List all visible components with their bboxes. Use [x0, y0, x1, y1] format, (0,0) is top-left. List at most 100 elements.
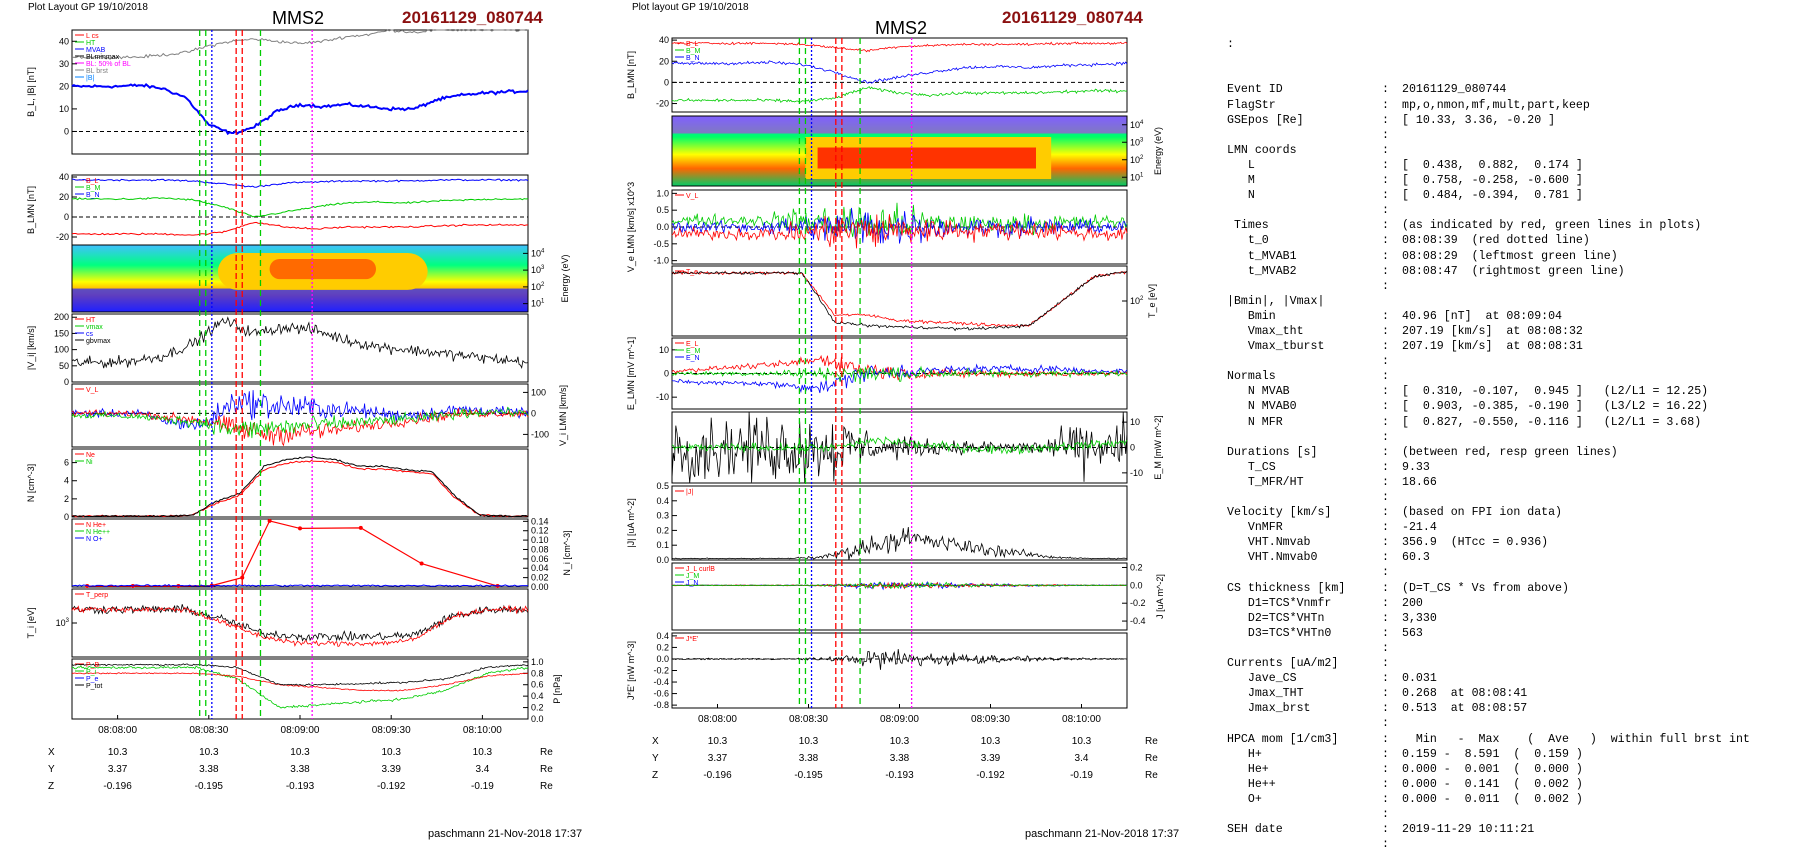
- summary-key: N: [1227, 189, 1255, 203]
- summary-colon: :: [1382, 445, 1389, 459]
- y-tick-label: 0.2: [1130, 562, 1143, 572]
- summary-row: N MVAB: [ 0.310, -0.107, 0.945 ] (L2/L1 =…: [1227, 384, 1797, 399]
- x-tick-label: 08:09:00: [880, 714, 919, 725]
- summary-row: Jave_CS:0.031: [1227, 671, 1797, 686]
- ephemeris-value: 3.39: [981, 753, 1001, 764]
- ephemeris-label: Y: [48, 764, 55, 775]
- y-tick-exponent: 3: [1140, 137, 1144, 143]
- panel-J: [671, 485, 1128, 561]
- summary-row: t_MVAB2:08:08:47 (rightmost green line): [1227, 264, 1797, 279]
- y-tick-label: 0.3: [656, 511, 669, 521]
- summary-colon: :: [1382, 732, 1389, 746]
- y-tick-label: 104: [531, 248, 545, 258]
- panel-frame: [671, 485, 1128, 561]
- summary-key: Jmax_brst: [1227, 702, 1311, 716]
- y-tick-label: 100: [54, 345, 69, 355]
- legend-entry: B_N: [86, 192, 100, 199]
- ephemeris-value: -0.193: [885, 770, 914, 781]
- y-tick-label: 103: [1130, 137, 1144, 147]
- ephemeris-label: X: [48, 747, 55, 758]
- summary-key: t_MVAB1: [1227, 249, 1297, 263]
- y-tick-label: 0.2: [656, 642, 669, 652]
- summary-row: Event ID:20161129_080744: [1227, 82, 1797, 97]
- y-tick-label: 0.0: [656, 654, 669, 664]
- y-tick-label: 10: [659, 345, 669, 355]
- summary-row: |Bmin|, |Vmax|: [1227, 294, 1797, 309]
- summary-row: GSEpos [Re]: [ 10.33, 3.36, -0.20 ]: [1227, 113, 1797, 128]
- ephemeris-value: 10.3: [1072, 736, 1092, 747]
- panel-EM: [671, 411, 1128, 484]
- left-signature: paschmann 21-Nov-2018 17:37: [428, 828, 583, 840]
- ephemeris-unit: Re: [1145, 753, 1158, 764]
- y-tick-label: 0.12: [531, 526, 549, 536]
- summary-key: O+: [1227, 792, 1262, 806]
- y-axis-label: E_LMN [mV m^-1]: [626, 337, 636, 410]
- summary-colon: [1382, 294, 1402, 309]
- summary-key: Jmax_THT: [1227, 687, 1304, 701]
- legend-entry: B_M: [686, 48, 701, 55]
- series-trace: [671, 436, 1128, 455]
- summary-value: [ 0.310, -0.107, 0.945 ] (L2/L1 = 12.25): [1402, 385, 1709, 399]
- summary-colon: :: [1382, 400, 1389, 414]
- y-tick-label: 102: [1130, 296, 1144, 306]
- panel-BLMN: [71, 174, 529, 246]
- legend-entry: L cs: [86, 33, 99, 40]
- summary-colon: :: [1382, 158, 1389, 172]
- ephemeris-unit: Re: [540, 764, 553, 775]
- series-line-N O+: [71, 583, 528, 588]
- summary-row: :: [1227, 128, 1797, 143]
- y-axis-label: B_L, |B| [nT]: [26, 67, 36, 117]
- summary-key: N MVAB0: [1227, 400, 1297, 414]
- summary-colon: :: [1382, 370, 1389, 384]
- summary-value: 40.96 [nT] at 08:09:04: [1402, 309, 1563, 323]
- y-tick-label: 103: [56, 618, 70, 628]
- summary-value: 9.33: [1402, 460, 1430, 474]
- summary-key: N MVAB: [1227, 385, 1290, 399]
- summary-colon: :: [1382, 264, 1389, 278]
- y-tick-label: 20: [659, 56, 669, 66]
- legend-entry: J*E': [686, 636, 698, 643]
- series-trace: [71, 408, 529, 447]
- summary-row: :: [1227, 641, 1797, 656]
- summary-row: :: [1227, 837, 1797, 852]
- summary-colon: :: [1382, 204, 1389, 218]
- summary-row: FlagStr: mp,o,nmon,mf,mult,part,keep: [1227, 98, 1797, 113]
- ephemeris-value: -0.195: [195, 781, 224, 792]
- y-tick-label: 20: [59, 192, 69, 202]
- summary-value: 0.268 at 08:08:41: [1402, 687, 1528, 701]
- summary-key: Currents [uA/m2]: [1227, 657, 1339, 671]
- y-axis-label: |J| [uA m^-2]: [626, 498, 636, 547]
- summary-key: [1227, 354, 1382, 369]
- y-tick-label: 0: [64, 377, 69, 387]
- summary-row: VHT.Nmvab:356.9 (HTcc = 0.936): [1227, 535, 1797, 550]
- summary-rows: Event ID:20161129_080744 FlagStr: mp,o,nmo…: [1227, 82, 1797, 852]
- ephemeris-value: 3.39: [381, 764, 401, 775]
- panel-B: [71, 29, 529, 155]
- summary-value: 0.513 at 08:08:57: [1402, 702, 1528, 716]
- summary-colon: :: [1382, 823, 1389, 837]
- summary-row: D2=TCS*VHTn:3,330: [1227, 611, 1797, 626]
- summary-colon: :: [1382, 581, 1389, 595]
- y-tick-label: 102: [1130, 155, 1144, 165]
- y-tick-exponent: 3: [66, 618, 70, 624]
- mid-signature: paschmann 21-Nov-2018 17:37: [1025, 828, 1180, 840]
- summary-colon: :: [1382, 838, 1389, 852]
- summary-row: T_MFR/HT:18.66: [1227, 475, 1797, 490]
- y-tick-label: 0: [664, 77, 669, 87]
- x-tick-label: 08:09:00: [281, 725, 320, 736]
- panel-ViLMN: [71, 383, 529, 448]
- legend-entry: B_L: [86, 178, 99, 185]
- left-plot-layout-label: Plot Layout GP 19/10/2018: [28, 2, 148, 13]
- summary-key: Vmax_tburst: [1227, 340, 1325, 354]
- summary-row: VHT.Nmvab0:60.3: [1227, 550, 1797, 565]
- summary-key: [1227, 279, 1382, 294]
- y-tick-label: 0: [531, 408, 536, 418]
- summary-row: Durations [s]: (between red, resp green l…: [1227, 445, 1797, 460]
- summary-colon: :: [1382, 807, 1389, 821]
- legend-entry: E_L: [686, 341, 699, 348]
- mid-spacecraft-label: MMS2: [875, 18, 928, 38]
- ephemeris-value: 10.3: [199, 747, 219, 758]
- summary-row: SEH date:2019-11-29 10:11:21: [1227, 822, 1797, 837]
- panel-spec_i: [71, 244, 529, 313]
